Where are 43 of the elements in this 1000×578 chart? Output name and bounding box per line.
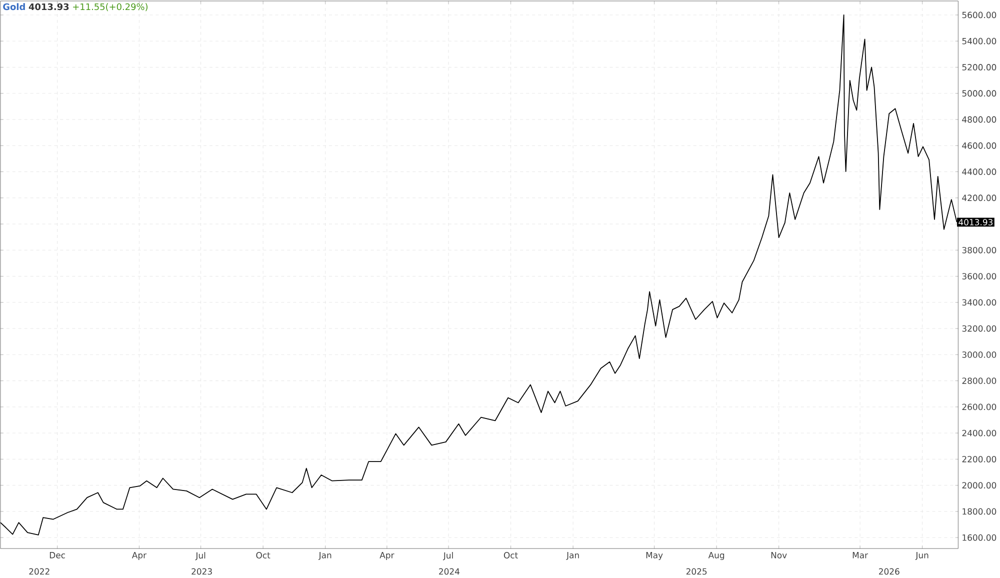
x-tick-label: Oct bbox=[504, 552, 518, 558]
y-tick-label: 3400.00 bbox=[962, 299, 996, 306]
x-tick-label: Apr bbox=[380, 552, 394, 560]
y-tick-label: 3200.00 bbox=[962, 325, 996, 332]
y-tick-label: 2800.00 bbox=[962, 377, 996, 384]
y-tick-label: 2200.00 bbox=[962, 456, 996, 462]
x-tick-label: Jan bbox=[318, 552, 332, 560]
y-tick-label: 3600.00 bbox=[962, 272, 996, 280]
chart-title: Gold bbox=[3, 2, 25, 10]
x-tick-label: Jan bbox=[566, 552, 579, 560]
x-tick-label: Aug bbox=[708, 552, 724, 560]
data-label: 4013.93 bbox=[958, 218, 993, 226]
y-tick-label: 4600.00 bbox=[962, 142, 996, 149]
y-tick-label: 1600.00 bbox=[962, 534, 996, 541]
text: 2024 bbox=[439, 568, 460, 574]
x-tick-label: Jul bbox=[442, 552, 453, 560]
y-tick-label: 1800.00 bbox=[962, 508, 996, 514]
x-tick-label: Apr bbox=[132, 552, 147, 560]
y-tick-label: 4800.00 bbox=[962, 116, 996, 122]
y-tick-label: 2400.00 bbox=[962, 430, 996, 436]
y-tick-label: 5400.00 bbox=[962, 38, 996, 44]
text: 2023 bbox=[192, 568, 212, 574]
y-tick-label: 5600.00 bbox=[962, 12, 996, 18]
y-tick-label: 3800.00 bbox=[962, 246, 996, 254]
text: 2026 bbox=[879, 568, 900, 574]
y-tick-label: 4400.00 bbox=[962, 168, 996, 175]
y-tick-label: 2000.00 bbox=[962, 482, 996, 488]
x-tick-label: Jun bbox=[915, 552, 928, 560]
text: 2025 bbox=[686, 568, 707, 574]
y-tick-label: 5200.00 bbox=[962, 64, 996, 70]
y-tick-label: 4200.00 bbox=[962, 194, 996, 201]
annotation: +11.55(+0.29%) bbox=[73, 2, 148, 11]
x-tick-label: Oct bbox=[256, 552, 270, 558]
text: 2022 bbox=[29, 568, 50, 574]
x-tick-label: May bbox=[646, 552, 663, 560]
x-tick-label: Dec bbox=[50, 552, 65, 558]
y-tick-label: 2600.00 bbox=[962, 404, 996, 410]
y-tick-label: 3000.00 bbox=[962, 351, 996, 358]
x-tick-label: Nov bbox=[771, 552, 787, 558]
x-tick-label: Mar bbox=[852, 552, 868, 558]
chart-subtitle: 4013.93 bbox=[28, 3, 69, 10]
x-tick-label: Jul bbox=[195, 552, 206, 560]
y-tick-label: 5000.00 bbox=[962, 90, 996, 96]
